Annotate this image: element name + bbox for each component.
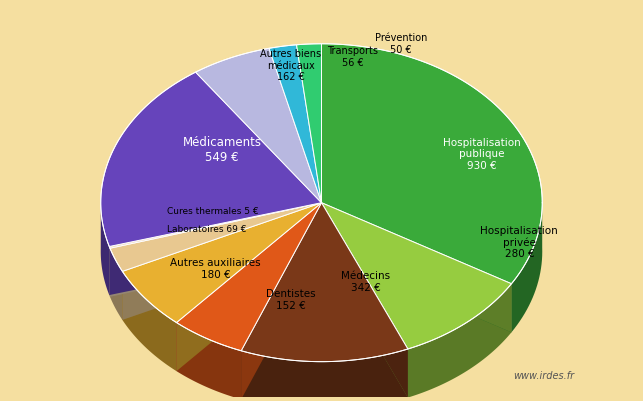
Polygon shape [122,203,322,322]
Polygon shape [408,284,511,397]
Text: Médecins
342 €: Médecins 342 € [341,271,390,293]
Polygon shape [110,203,322,297]
Polygon shape [110,203,322,297]
Text: Hospitalisation
privée
280 €: Hospitalisation privée 280 € [480,225,558,259]
Polygon shape [176,203,322,351]
Polygon shape [122,203,322,320]
Polygon shape [109,203,322,295]
Polygon shape [322,203,511,332]
Polygon shape [241,349,408,401]
Text: Cures thermales 5 €: Cures thermales 5 € [167,207,258,216]
Polygon shape [110,203,322,271]
Polygon shape [322,203,511,349]
Text: Autres biens
médicaux
162 €: Autres biens médicaux 162 € [260,49,321,83]
Text: www.irdes.fr: www.irdes.fr [514,371,575,381]
Polygon shape [176,203,322,371]
Text: Prévention
50 €: Prévention 50 € [375,33,427,55]
Text: Transports
56 €: Transports 56 € [327,46,378,68]
Polygon shape [109,247,110,297]
Polygon shape [322,203,511,332]
Polygon shape [322,203,408,397]
Text: Hospitalisation
publique
930 €: Hospitalisation publique 930 € [443,138,521,171]
Polygon shape [122,203,322,320]
Text: Autres auxiliaires
180 €: Autres auxiliaires 180 € [170,258,261,280]
Polygon shape [101,200,109,295]
Polygon shape [241,203,408,362]
Polygon shape [296,44,322,203]
Text: Dentistes
152 €: Dentistes 152 € [266,289,316,311]
Polygon shape [109,203,322,248]
Polygon shape [511,199,542,332]
Polygon shape [195,48,322,203]
Text: Médicaments
549 €: Médicaments 549 € [183,136,262,164]
Text: Laboratoires 69 €: Laboratoires 69 € [167,225,246,234]
Polygon shape [176,322,241,399]
Polygon shape [101,72,322,247]
Polygon shape [269,45,322,203]
Polygon shape [176,203,322,371]
Polygon shape [241,203,322,399]
Polygon shape [122,271,176,371]
Polygon shape [241,203,322,399]
Polygon shape [109,203,322,295]
Polygon shape [110,248,122,320]
Polygon shape [322,44,542,284]
Polygon shape [322,203,408,397]
